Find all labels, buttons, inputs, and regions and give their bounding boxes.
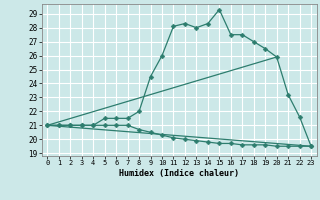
X-axis label: Humidex (Indice chaleur): Humidex (Indice chaleur)	[119, 169, 239, 178]
